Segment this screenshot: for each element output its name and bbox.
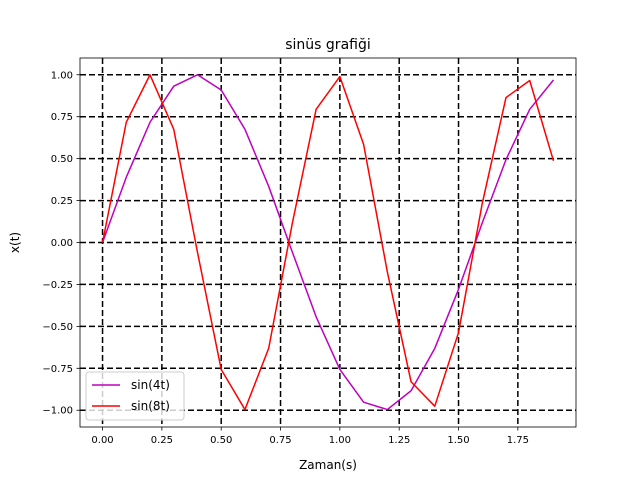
x-axis-ticks: 0.00 0.25 0.50 0.75 1.00 1.25 1.50 1.75 <box>91 427 529 446</box>
y-tick-label: 0.75 <box>51 112 73 123</box>
x-tick-label: 1.75 <box>507 435 529 446</box>
x-tick-label: 0.75 <box>269 435 291 446</box>
legend-label-sin4t: sin(4t) <box>131 378 170 392</box>
legend: sin(4t) sin(8t) <box>85 371 185 421</box>
x-tick-label: 1.50 <box>447 435 469 446</box>
y-tick-label: −1.00 <box>42 406 73 417</box>
x-tick-label: 1.00 <box>329 435 351 446</box>
y-tick-label: 0.00 <box>51 238 73 249</box>
series-line-sin8t <box>101 74 555 411</box>
x-tick-label: 0.50 <box>210 435 232 446</box>
grid-lines <box>80 58 576 427</box>
x-tick-label: 0.00 <box>91 435 113 446</box>
y-axis-label: x(t) <box>8 232 22 253</box>
y-tick-label: −0.50 <box>42 322 73 333</box>
x-tick-label: 0.25 <box>151 435 173 446</box>
chart-title: sinüs grafiği <box>285 37 371 53</box>
y-tick-label: −0.75 <box>42 364 73 375</box>
y-tick-label: 0.50 <box>51 154 73 165</box>
series-lines <box>101 74 555 411</box>
y-tick-label: 1.00 <box>51 70 73 81</box>
x-tick-label: 1.25 <box>388 435 410 446</box>
legend-label-sin8t: sin(8t) <box>131 399 170 413</box>
series-line-sin4t <box>101 74 555 411</box>
y-tick-label: −0.25 <box>42 280 73 291</box>
legend-box <box>85 371 185 421</box>
x-axis-label: Zaman(s) <box>299 458 357 472</box>
y-tick-label: 0.25 <box>51 196 73 207</box>
y-axis-ticks: −1.00 −0.75 −0.50 −0.25 0.00 0.25 0.50 0.75 1.00 <box>42 70 80 417</box>
